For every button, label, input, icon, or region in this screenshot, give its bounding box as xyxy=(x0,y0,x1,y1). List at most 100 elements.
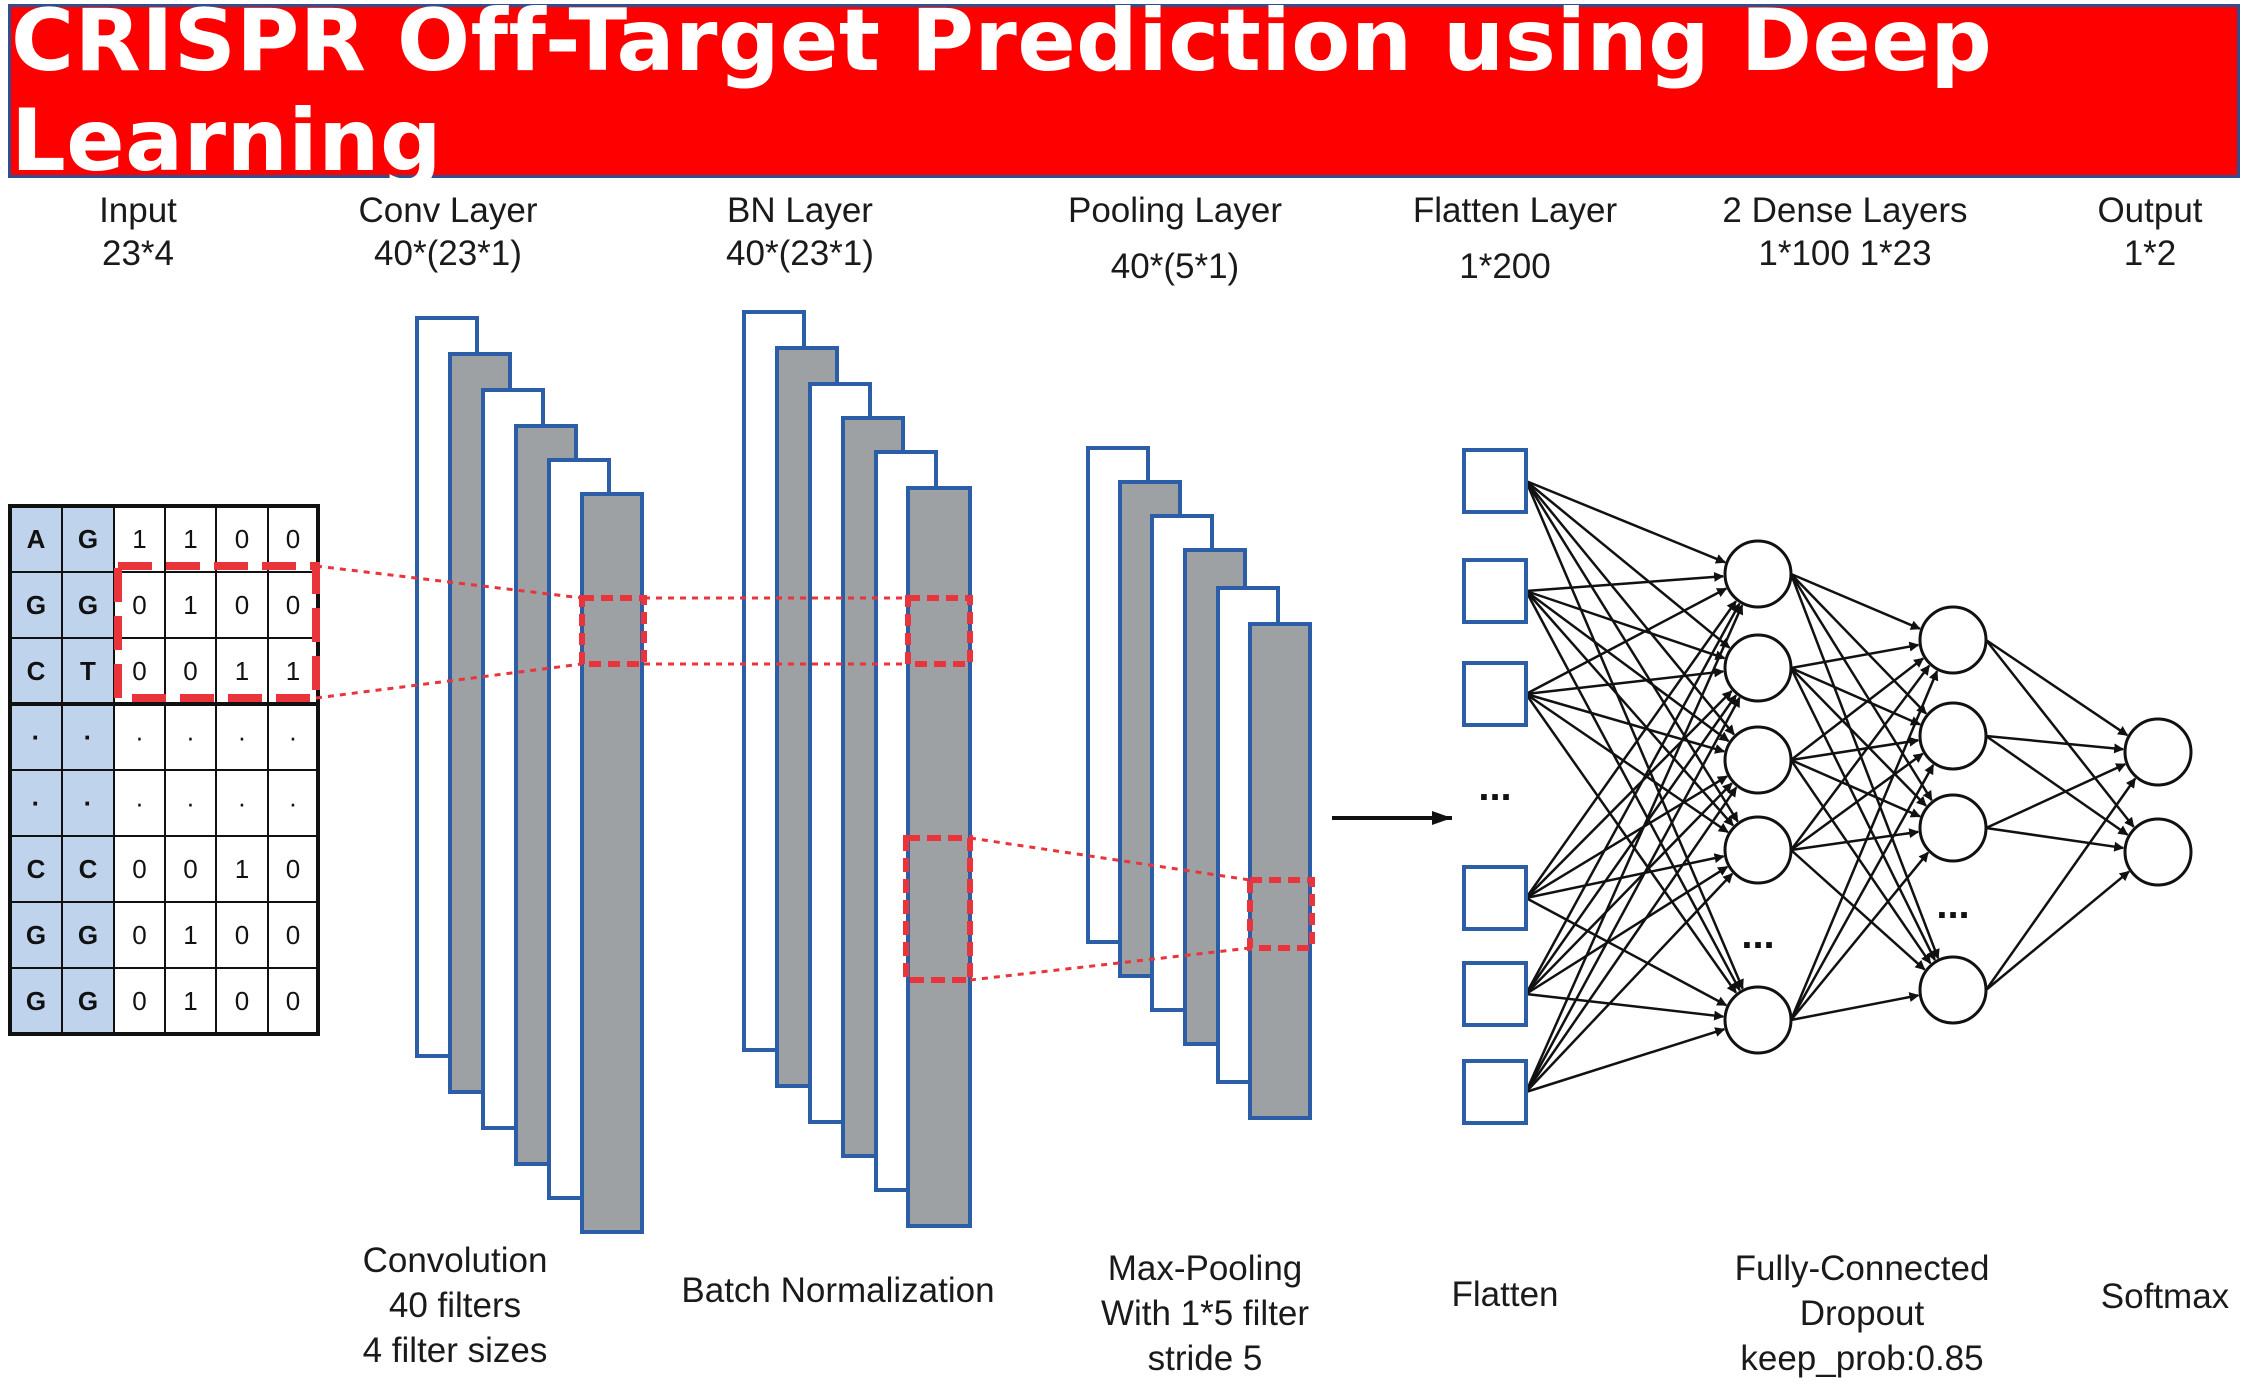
matrix-cell: · xyxy=(84,788,93,818)
connection xyxy=(1790,851,1930,1021)
connection xyxy=(1525,853,1725,900)
caption-flatten: Flatten xyxy=(1452,1275,1559,1314)
input-window xyxy=(114,562,320,702)
connection xyxy=(1790,666,1921,726)
matrix-cell: 0 xyxy=(286,986,300,1016)
connection xyxy=(1524,694,1738,995)
layer-name: BN Layer xyxy=(727,191,873,230)
matrix-cell: · xyxy=(135,788,144,818)
connection xyxy=(1789,573,1933,802)
flatten-node xyxy=(1462,961,1528,1027)
caption-conv: Convolution 40 filters 4 filter sizes xyxy=(363,1241,548,1370)
connection xyxy=(1524,786,1738,1093)
svg-text:Flatten: Flatten xyxy=(1452,1275,1559,1314)
input-matrix: A G 1 1 0 0 G G 0 1 0 0 C T 0 0 1 1 · · · · · · · · · · · · C C 0 0 1 0 G G 0 1… xyxy=(8,504,320,1036)
connection xyxy=(1525,690,1733,899)
connection xyxy=(1790,572,1921,630)
matrix-cell: 1 xyxy=(183,590,197,620)
matrix-cell: 0 xyxy=(132,656,146,686)
layer-dims: 1*200 xyxy=(1459,247,1550,286)
title-banner: CRISPR Off-Target Prediction using Deep … xyxy=(8,0,2240,191)
dense1-node xyxy=(1723,815,1793,885)
caption-dense: Fully-Connected Dropout keep_prob:0.85 xyxy=(1735,1249,1990,1378)
matrix-cell: · xyxy=(186,722,195,752)
layer-header-output: Output 1*2 xyxy=(2097,191,2202,273)
matrix-cell: 0 xyxy=(183,656,197,686)
matrix-cell: C xyxy=(27,854,46,884)
receptive-field-highlights xyxy=(114,562,1315,983)
matrix-cell: · xyxy=(238,788,247,818)
matrix-cell: 1 xyxy=(183,524,197,554)
connection xyxy=(1789,763,1935,1021)
connection xyxy=(1790,828,1920,852)
conv-feature-maps xyxy=(415,316,644,1234)
connection xyxy=(1789,573,1940,960)
flatten-ellipsis: ... xyxy=(1478,765,1511,809)
caption-pool: Max-Pooling With 1*5 filter stride 5 xyxy=(1101,1249,1309,1378)
layer-dims: 23*4 xyxy=(102,234,174,273)
matrix-cell: · xyxy=(32,788,41,818)
connection xyxy=(1525,692,1726,754)
pool-source-window xyxy=(903,835,973,983)
connection xyxy=(1525,896,1728,1007)
pooling-feature-maps xyxy=(1086,446,1312,1120)
layer-name: Conv Layer xyxy=(359,191,538,230)
layer-dims: 1*100 1*23 xyxy=(1758,234,1931,273)
flatten-node xyxy=(1462,558,1528,624)
connection xyxy=(1985,734,2125,754)
connection xyxy=(1525,872,1734,1093)
svg-text:stride 5: stride 5 xyxy=(1148,1339,1263,1378)
layer-name: Pooling Layer xyxy=(1068,191,1282,230)
matrix-cell: 0 xyxy=(286,854,300,884)
conv-window xyxy=(579,595,647,667)
connection xyxy=(1524,600,1737,899)
svg-text:Dropout: Dropout xyxy=(1800,1294,1925,1333)
page-title: CRISPR Off-Target Prediction using Deep … xyxy=(11,0,1993,191)
matrix-cell: G xyxy=(78,524,98,554)
connection xyxy=(1985,734,2129,836)
layer-header-bn: BN Layer 40*(23*1) xyxy=(726,191,874,273)
connection xyxy=(1525,479,1726,564)
matrix-cell: 1 xyxy=(132,524,146,554)
dense2-node xyxy=(1918,605,1988,675)
bn-window xyxy=(905,595,973,667)
layer-header-flatten: Flatten Layer 1*200 xyxy=(1413,191,1618,286)
projection-line xyxy=(315,662,583,700)
svg-text:Max-Pooling: Max-Pooling xyxy=(1108,1249,1303,1288)
connection xyxy=(1525,480,1731,649)
layer-dims: 40*(23*1) xyxy=(374,234,522,273)
projection-line xyxy=(315,564,583,600)
connection xyxy=(1985,639,2135,828)
connection xyxy=(1525,782,1733,995)
connection xyxy=(1525,1027,1726,1094)
matrix-cell: C xyxy=(79,854,98,884)
flatten-node xyxy=(1462,865,1528,931)
matrix-cell: · xyxy=(84,722,93,752)
dense2-node xyxy=(1918,955,1988,1025)
svg-text:With 1*5 filter: With 1*5 filter xyxy=(1101,1294,1309,1333)
matrix-cell: 0 xyxy=(235,524,249,554)
dense-network-nodes xyxy=(1462,448,2193,1125)
connection xyxy=(1789,664,1931,851)
dense-connections xyxy=(1524,479,2137,1094)
caption-bn: Batch Normalization xyxy=(681,1271,994,1310)
connection xyxy=(1525,589,1730,743)
connection xyxy=(1525,692,1729,834)
connection xyxy=(1525,865,1729,996)
matrix-cell: G xyxy=(26,986,46,1016)
layer-dims: 40*(5*1) xyxy=(1111,247,1239,286)
matrix-cell: 0 xyxy=(132,986,146,1016)
output-node xyxy=(2123,817,2193,887)
layer-header-dense: 2 Dense Layers 1*100 1*23 xyxy=(1722,191,1967,273)
matrix-cell: · xyxy=(289,722,298,752)
dense2-node xyxy=(1918,793,1988,863)
caption-output: Softmax xyxy=(2101,1277,2230,1316)
connection xyxy=(1525,992,1725,1021)
connection xyxy=(1790,736,1920,762)
connection xyxy=(1790,849,1926,971)
matrix-cell: 0 xyxy=(286,920,300,950)
connection xyxy=(1524,604,1744,1093)
matrix-cell: 0 xyxy=(132,920,146,950)
dense1-node xyxy=(1723,985,1793,1055)
connection xyxy=(1985,763,2127,830)
